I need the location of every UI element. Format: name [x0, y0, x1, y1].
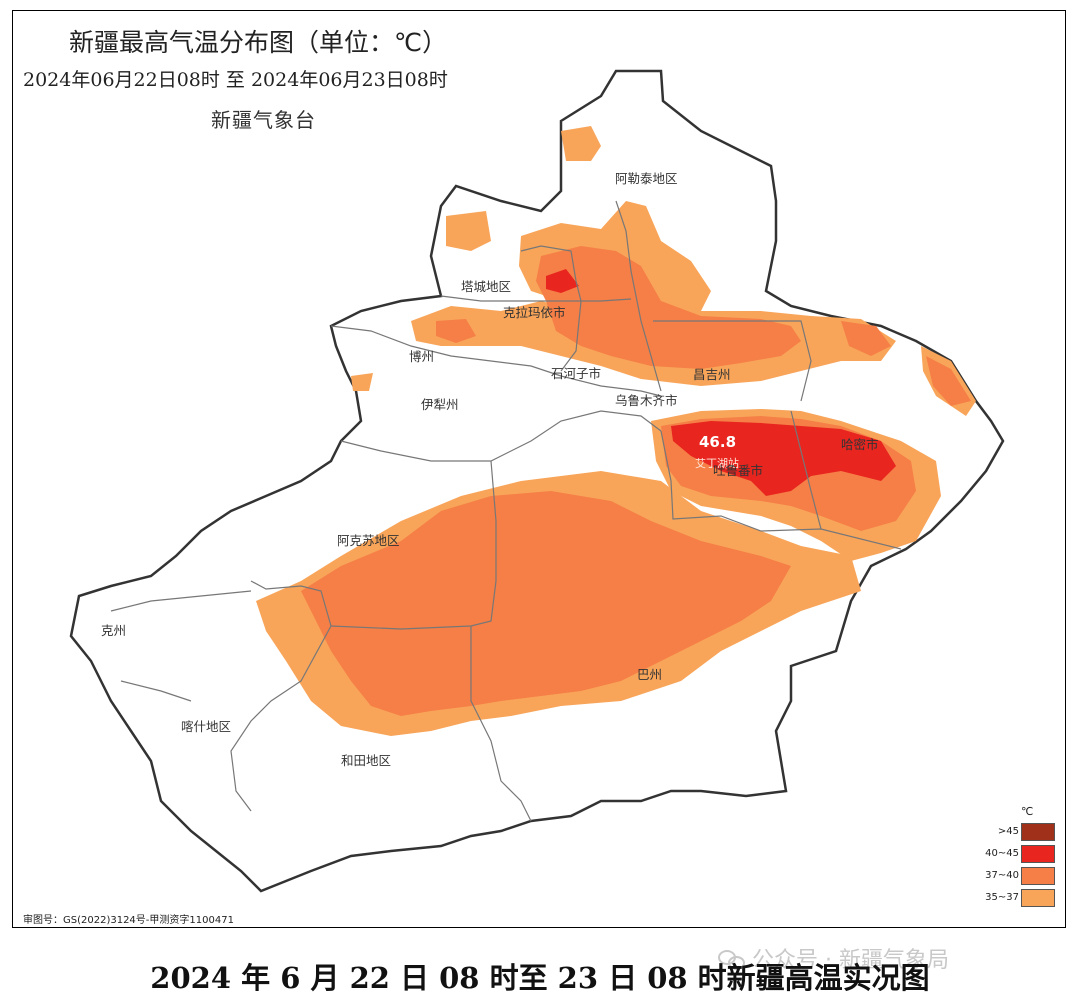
label-kezhou: 克州	[101, 623, 126, 638]
label-changji: 昌吉州	[693, 367, 731, 382]
legend-swatch	[1021, 823, 1055, 841]
label-bazhou: 巴州	[637, 667, 662, 682]
map-period: 2024年06月22日08时 至 2024年06月23日08时	[23, 69, 448, 91]
label-aiding: 艾丁湖站	[695, 456, 739, 470]
label-urumqi: 乌鲁木齐市	[615, 393, 678, 408]
legend-item: 35~37	[981, 889, 1059, 907]
label-altay: 阿勒泰地区	[615, 171, 678, 186]
wechat-icon	[718, 948, 746, 970]
watermark: 公众号 · 新疆气象局	[718, 942, 949, 974]
map-title: 新疆最高气温分布图（单位：℃）	[69, 28, 448, 57]
legend-label: 35~37	[985, 892, 1019, 903]
legend-unit: ℃	[1021, 805, 1034, 818]
legend-swatch	[1021, 889, 1055, 907]
label-tacheng: 塔城地区	[461, 279, 511, 294]
legend-item: 37~40	[981, 867, 1059, 885]
legend-item: 40~45	[981, 845, 1059, 863]
legend-label: >45	[997, 826, 1019, 837]
legend-label: 40~45	[985, 848, 1019, 859]
prefecture-boundaries	[110, 200, 902, 822]
label-turpan: 吐鲁番市	[713, 463, 763, 478]
map-frame: 阿勒泰地区 塔城地区 克拉玛依市 博州 石河子市 昌吉州 乌鲁木齐市 伊犁州 4…	[12, 10, 1066, 928]
label-shihezi: 石河子市	[551, 366, 601, 381]
legend-swatch	[1021, 845, 1055, 863]
map-agency: 新疆气象台	[211, 108, 316, 132]
legend-label: 37~40	[985, 870, 1019, 881]
max-temperature-label: 46.8	[699, 433, 736, 451]
xinjiang-map: 阿勒泰地区 塔城地区 克拉玛依市 博州 石河子市 昌吉州 乌鲁木齐市 伊犁州 4…	[69, 69, 1005, 893]
legend-item: >45	[981, 823, 1059, 841]
legend-swatch	[1021, 867, 1055, 885]
map-approval-number: 审图号：GS(2022)3124号-甲测资字1100471	[23, 915, 234, 926]
band-40-45	[546, 269, 896, 496]
label-kashgar: 喀什地区	[181, 719, 231, 734]
label-bozhou: 博州	[409, 349, 434, 364]
label-hotan: 和田地区	[341, 753, 391, 768]
label-karamay: 克拉玛依市	[503, 305, 566, 320]
label-hami: 哈密市	[841, 437, 879, 452]
label-yili: 伊犁州	[421, 397, 459, 412]
label-aksu: 阿克苏地区	[337, 533, 400, 548]
figure-caption: 2024 年 6 月 22 日 08 时至 23 日 08 时新疆高温实况图	[150, 961, 930, 995]
watermark-text: 公众号 · 新疆气象局	[752, 948, 949, 973]
